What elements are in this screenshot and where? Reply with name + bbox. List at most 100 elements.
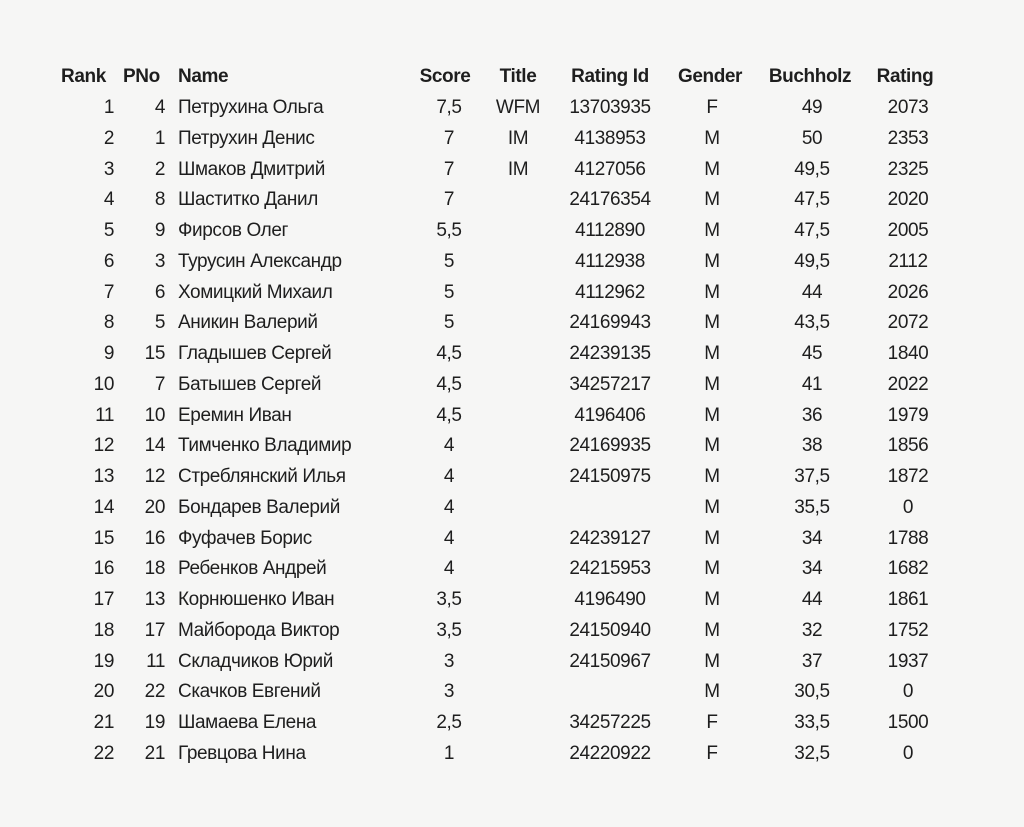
cell-pno: 4 [154,97,166,118]
cell-rating: 0 [902,742,914,764]
cell-rating-id: 4112962 [575,281,645,303]
cell-name: Турусин Александр [178,250,342,272]
header-title: Title [499,66,537,87]
header-score: Score [419,66,471,87]
cell-name: Складчиков Юрий [178,650,333,672]
cell-gender: F [706,712,718,733]
cell-gender: M [704,650,720,672]
cell-name: Батышев Сергей [178,373,322,395]
header-pno: PNo [123,66,160,87]
cell-title: IM [507,158,529,180]
cell-gender: M [704,558,720,580]
cell-buchholz: 36 [801,404,823,426]
cell-buchholz: 45 [801,343,823,364]
cell-pno: 22 [144,681,166,703]
cell-gender: M [704,281,720,303]
cell-rating: 1937 [887,650,929,672]
table-row: 14 20 Бондарев Валерий 4 M 35,5 0 [0,497,1024,527]
cell-name: Фуфачев Борис [178,527,312,549]
cell-name: Скачков Евгений [178,681,321,703]
cell-score: 4 [443,466,455,487]
table-row: 6 3 Турусин Александр 5 4112938 M 49,5 2112 [0,251,1024,281]
cell-name: Аникин Валерий [178,312,318,334]
table-row: 19 11 Складчиков Юрий 3 24150967 M 37 1937 [0,651,1024,681]
cell-rank: 20 [93,681,115,703]
cell-pno: 17 [144,619,166,641]
cell-rank: 21 [93,712,115,733]
cell-rating-id: 24150967 [569,650,651,672]
cell-score: 1 [443,742,455,764]
table-row: 20 22 Скачков Евгений 3 M 30,5 0 [0,681,1024,711]
cell-rating-id: 24169943 [569,312,651,334]
header-name: Name [178,66,229,87]
cell-gender: F [706,97,718,118]
cell-name: Фирсов Олег [178,220,289,241]
cell-pno: 5 [154,312,166,334]
cell-rating: 2072 [887,312,929,334]
header-gender: Gender [677,66,743,87]
cell-rating-id: 34257225 [569,712,651,733]
cell-pno: 16 [144,527,166,549]
cell-rating: 1788 [887,527,929,549]
cell-title: IM [507,127,529,149]
cell-buchholz: 32,5 [794,742,830,764]
header-rating-id: Rating Id [571,66,649,87]
cell-rank: 4 [103,189,115,211]
cell-gender: M [704,435,720,457]
cell-gender: M [704,589,720,610]
cell-buchholz: 38 [801,435,823,457]
cell-gender: M [704,619,720,641]
cell-rating: 1752 [887,619,929,641]
cell-rating-id: 34257217 [569,373,651,395]
cell-name: Стреблянский Илья [178,466,346,487]
cell-rating-id: 4138953 [574,127,646,149]
cell-score: 5 [443,250,455,272]
table-row: 18 17 Майборода Виктор 3,5 24150940 M 32 1752 [0,620,1024,650]
cell-rating-id: 24239135 [569,343,651,364]
table-row: 7 6 Хомицкий Михаил 5 4112962 M 44 2026 [0,282,1024,312]
cell-rating-id: 4196406 [574,404,646,426]
cell-score: 5 [443,281,455,303]
cell-score: 4 [443,527,455,549]
cell-buchholz: 44 [801,281,823,303]
cell-rating-id: 24220922 [569,742,651,764]
cell-gender: M [704,158,720,180]
cell-gender: M [704,343,720,364]
cell-score: 4 [443,435,455,457]
cell-gender: M [704,127,720,149]
cell-name: Еремин Иван [178,404,292,426]
cell-score: 4,5 [436,373,462,395]
cell-rating: 1979 [887,404,929,426]
cell-score: 7 [443,127,455,149]
cell-rank: 12 [93,435,115,457]
cell-buchholz: 49 [801,97,823,118]
cell-name: Бондарев Валерий [178,496,340,518]
cell-rating: 2020 [887,189,929,211]
cell-score: 3 [443,681,455,703]
table-row: 10 7 Батышев Сергей 4,5 34257217 M 41 2022 [0,374,1024,404]
cell-rank: 19 [93,650,115,672]
cell-buchholz: 47,5 [794,220,830,241]
cell-rank: 2 [103,127,115,149]
cell-rank: 5 [103,220,115,241]
cell-rating: 1861 [887,589,929,610]
cell-gender: F [706,742,718,764]
table-row: 21 19 Шамаева Елена 2,5 34257225 F 33,5 1500 [0,712,1024,742]
cell-buchholz: 30,5 [794,681,830,703]
cell-score: 5 [443,312,455,334]
cell-buchholz: 32 [801,619,823,641]
cell-gender: M [704,250,720,272]
table-row: 4 8 Шаститко Данил 7 24176354 M 47,5 2020 [0,189,1024,219]
cell-rating: 2112 [888,250,928,272]
cell-name: Хомицкий Михаил [178,281,333,303]
cell-rating: 2353 [887,127,929,149]
cell-pno: 1 [154,127,166,149]
cell-rank: 22 [93,742,115,764]
cell-rating-id: 4196490 [574,589,646,610]
cell-pno: 2 [154,158,166,180]
cell-rating: 1682 [887,558,929,580]
cell-buchholz: 44 [801,589,823,610]
cell-rank: 14 [93,496,115,518]
cell-gender: M [704,312,720,334]
cell-score: 2,5 [436,712,462,733]
